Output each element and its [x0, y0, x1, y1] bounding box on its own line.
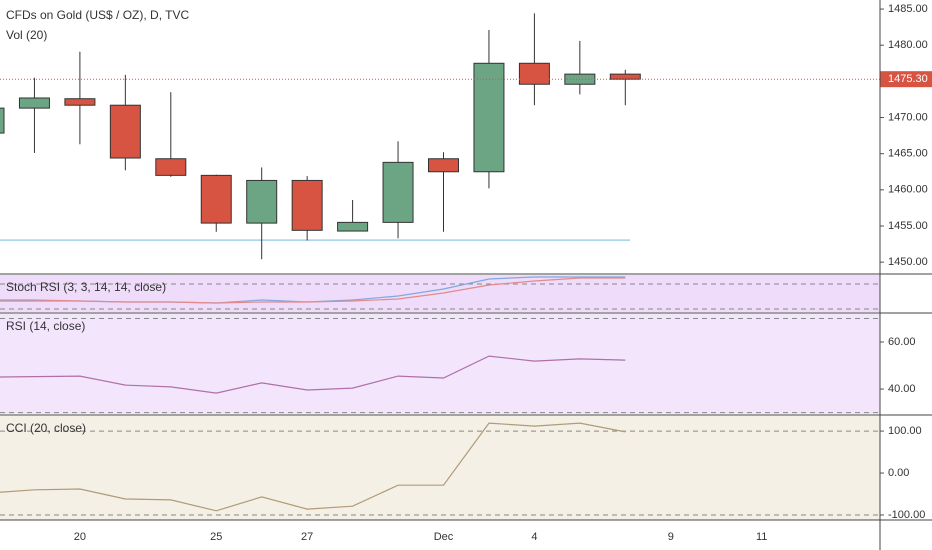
y-tick-label: 40.00 — [888, 383, 916, 395]
x-tick-label: 9 — [668, 531, 674, 543]
subtitle: Vol (20) — [6, 28, 47, 42]
candle-body — [64, 98, 96, 106]
y-tick-label: 0.00 — [888, 467, 909, 479]
candle-body — [0, 107, 5, 134]
y-tick-label: 1455.00 — [888, 220, 928, 232]
candle-body — [246, 179, 278, 224]
pane-background — [0, 314, 880, 414]
candle-body — [518, 62, 550, 85]
candle-body — [609, 73, 641, 80]
y-tick-label: -100.00 — [888, 509, 925, 521]
candle-body — [18, 97, 50, 109]
indicator-line — [0, 277, 626, 304]
candle-body — [155, 158, 187, 176]
x-tick-label: 11 — [756, 531, 767, 543]
last-price-label: 1475.30 — [888, 73, 928, 85]
candle-body — [109, 104, 141, 159]
candle-body — [473, 62, 505, 173]
y-tick-label: 60.00 — [888, 336, 916, 348]
candle-body — [291, 179, 323, 231]
axes: 1450.00 1455.00 1460.00 1465.00 1470.00 1475.… — [74, 3, 932, 543]
y-tick-label: 100.00 — [888, 425, 922, 437]
y-tick-label: 1460.00 — [888, 184, 928, 196]
x-tick-label: 20 — [74, 531, 86, 543]
chart-title: CFDs on Gold (US$ / OZ), D, TVC — [6, 8, 189, 22]
candle-body — [428, 158, 459, 173]
last-price-box — [880, 71, 932, 88]
y-tick-label: 1470.00 — [888, 111, 928, 123]
pane-background — [0, 416, 880, 520]
candle-body — [200, 174, 232, 224]
y-tick-label: 1450.00 — [888, 256, 928, 268]
x-tick-label: 4 — [531, 531, 537, 543]
indicator-line — [0, 355, 626, 394]
pane-title: Stoch RSI (3, 3, 14, 14, close) — [6, 280, 166, 294]
x-tick-label: 25 — [210, 531, 222, 543]
indicator-line — [0, 422, 626, 512]
x-tick-label: Dec — [434, 531, 454, 543]
pane-title: RSI (14, close) — [6, 319, 85, 333]
y-tick-label: 1480.00 — [888, 39, 928, 51]
y-tick-label: 1465.00 — [888, 148, 928, 160]
candle-body — [382, 161, 414, 223]
plot-area — [0, 13, 880, 520]
x-tick-label: 27 — [301, 531, 313, 543]
candle-body — [337, 221, 369, 232]
y-tick-label: 1485.00 — [888, 3, 928, 15]
pane-title: CCI (20, close) — [6, 421, 86, 435]
